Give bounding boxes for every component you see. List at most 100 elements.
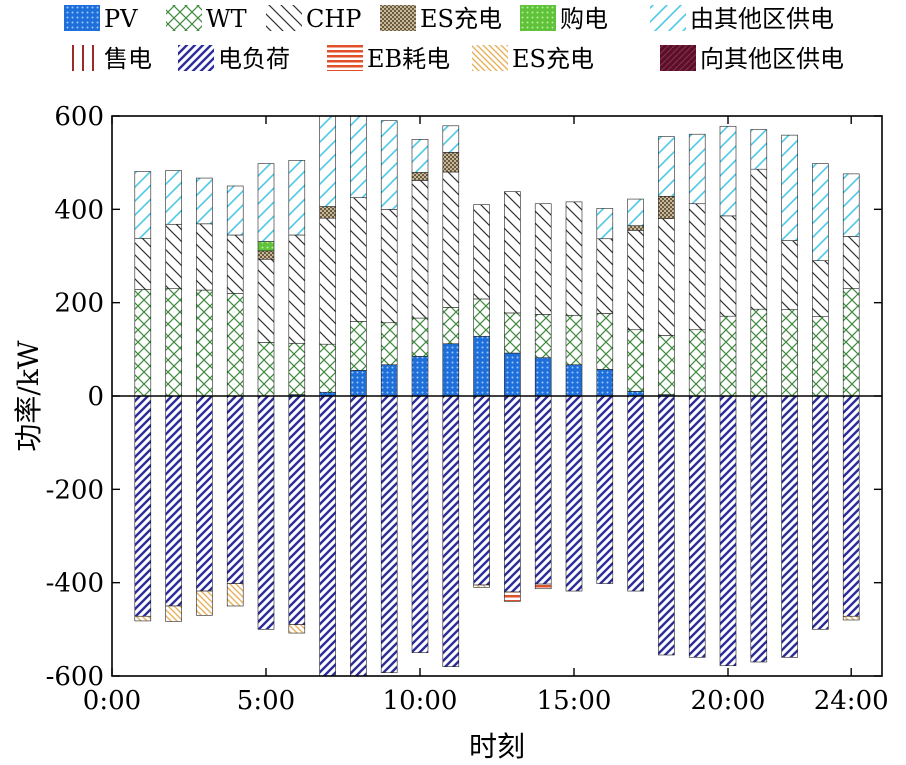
bar-pos-2-x14 — [534, 203, 552, 315]
bar-pos-0-x14 — [534, 357, 552, 397]
bar-pos-1-x6 — [288, 342, 306, 395]
x-tick-label: 15:00 — [537, 686, 612, 716]
bar-neg-7-x15 — [565, 395, 583, 592]
bar-pos-1-x1 — [134, 289, 152, 397]
bar-neg-9-x12 — [473, 584, 490, 588]
bar-pos-1-x11 — [442, 307, 460, 345]
bar-pos-1-x16 — [596, 313, 614, 370]
bar-pos-5-x11 — [442, 125, 460, 153]
bar-pos-2-x2 — [165, 223, 182, 289]
axes: -600 -400 -200 0 200 400 600 0:00 5:00 10:00 15:00… — [12, 102, 889, 763]
bar-pos-2-x15 — [565, 201, 583, 316]
bar-neg-7-x8 — [350, 395, 367, 677]
bar-neg-8-x13 — [504, 591, 521, 602]
legend-swatch — [520, 5, 556, 31]
bar-pos-2-x1 — [134, 237, 152, 290]
bar-pos-1-x4 — [226, 293, 244, 397]
bar-pos-1-x15 — [565, 314, 583, 366]
legend-swatch — [266, 5, 302, 31]
bar-neg-7-x13 — [504, 395, 521, 593]
legend-label: 由其他区供电 — [690, 5, 834, 33]
bar-pos-1-x5 — [257, 342, 275, 397]
bar-neg-7-x17 — [627, 395, 644, 592]
legend-swatch — [380, 5, 416, 31]
bar-neg-9-x4 — [226, 583, 244, 607]
bar-pos-2-x16 — [596, 238, 614, 314]
bar-pos-1-x13 — [504, 312, 521, 354]
bar-pos-5-x5 — [257, 163, 275, 242]
bar-neg-7-x11 — [442, 395, 460, 667]
legend-label: ES充电 — [512, 45, 594, 73]
bar-neg-7-x3 — [196, 395, 213, 592]
bar-pos-5-x18 — [658, 136, 675, 197]
bar-pos-0-x11 — [442, 343, 460, 397]
bar-pos-1-x18 — [658, 335, 675, 395]
bar-pos-1-x17 — [627, 329, 644, 392]
bar-pos-1-x12 — [473, 298, 490, 337]
bar-pos-0-x13 — [504, 352, 521, 397]
legend-label: EB耗电 — [367, 45, 450, 73]
legend-label: 向其他区供电 — [700, 45, 844, 73]
bar-pos-2-x9 — [380, 209, 398, 324]
bar-pos-2-x24 — [842, 236, 860, 289]
legend-label: 购电 — [560, 5, 608, 33]
bar-pos-5-x1 — [134, 171, 152, 239]
bar-pos-5-x23 — [812, 163, 829, 261]
bar-pos-3-x7 — [319, 206, 336, 219]
bar-pos-2-x19 — [688, 203, 706, 331]
bar-pos-4-x5 — [257, 241, 275, 252]
bar-pos-0-x9 — [380, 364, 398, 397]
legend-swatch — [64, 45, 100, 71]
bar-pos-1-x10 — [411, 317, 429, 357]
bar-pos-5-x16 — [596, 208, 614, 240]
bar-neg-9-x1 — [134, 615, 152, 622]
legend-label: ES充电 — [420, 5, 502, 33]
bar-neg-7-x20 — [719, 395, 737, 667]
bar-pos-5-x4 — [226, 185, 244, 236]
x-tick-label: 0:00 — [83, 686, 141, 716]
bar-neg-7-x18 — [658, 395, 675, 656]
y-tick-label: 200 — [54, 289, 104, 319]
bar-pos-1-x20 — [719, 315, 737, 397]
legend-label: PV — [104, 5, 138, 33]
bar-pos-0-x15 — [565, 364, 583, 397]
bar-neg-9-x3 — [196, 590, 213, 616]
bar-neg-8-x14 — [534, 583, 552, 590]
y-tick-label: -400 — [46, 569, 104, 599]
bar-pos-1-x19 — [688, 329, 706, 397]
bar-neg-7-x1 — [134, 395, 152, 617]
bar-pos-3-x18 — [658, 195, 675, 219]
bar-pos-0-x16 — [596, 369, 614, 397]
bars — [134, 115, 860, 677]
bar-neg-9-x24 — [842, 615, 860, 621]
bar-neg-7-x9 — [380, 395, 398, 674]
legend-label: CHP — [306, 5, 361, 33]
bar-pos-1-x8 — [350, 321, 367, 371]
y-tick-label: -200 — [46, 475, 104, 505]
bar-pos-1-x7 — [319, 343, 336, 393]
bar-neg-7-x6 — [288, 395, 306, 625]
bar-pos-5-x21 — [750, 129, 768, 170]
bar-pos-5-x19 — [688, 133, 706, 205]
x-tick-label: 5:00 — [237, 686, 295, 716]
bar-neg-9-x6 — [288, 624, 306, 634]
bar-pos-1-x3 — [196, 289, 213, 397]
bar-neg-7-x10 — [411, 395, 429, 653]
bar-pos-2-x3 — [196, 223, 213, 291]
bar-pos-3-x10 — [411, 172, 429, 181]
bar-pos-5-x10 — [411, 139, 429, 173]
x-tick-label: 24:00 — [814, 686, 889, 716]
bar-pos-1-x14 — [534, 314, 552, 359]
bar-pos-5-x17 — [627, 198, 644, 226]
bar-pos-2-x8 — [350, 197, 367, 322]
legend-swatch — [650, 5, 686, 31]
bar-pos-2-x21 — [750, 168, 768, 310]
bar-pos-2-x4 — [226, 234, 244, 294]
bar-pos-5-x3 — [196, 177, 213, 225]
y-tick-label: 0 — [87, 382, 104, 412]
bar-pos-2-x11 — [442, 171, 460, 308]
bar-pos-1-x23 — [812, 316, 829, 397]
bar-neg-7-x7 — [319, 395, 336, 677]
